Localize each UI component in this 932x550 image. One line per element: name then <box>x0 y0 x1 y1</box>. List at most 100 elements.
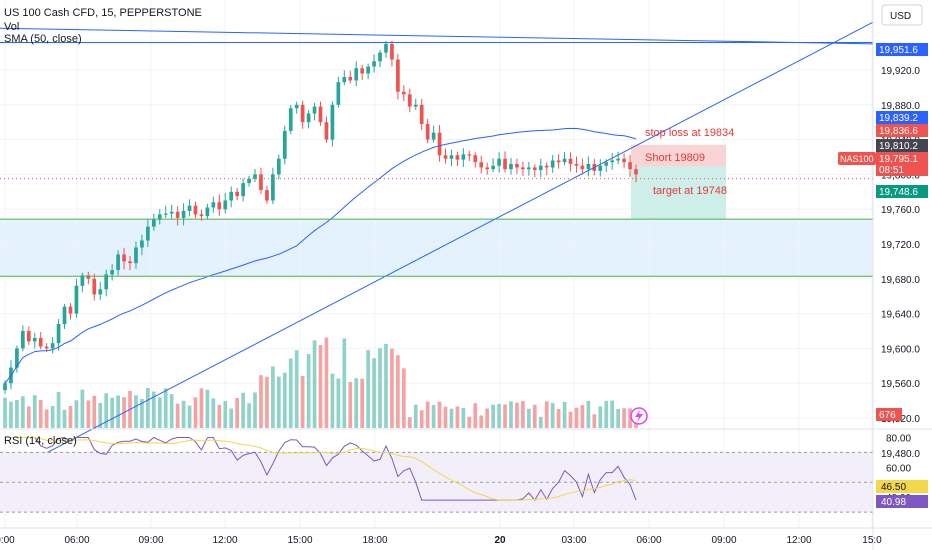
rsi-tick-1: 60.00 <box>886 463 911 474</box>
candle-35 <box>211 202 216 208</box>
candle-31 <box>187 205 192 211</box>
candle-84 <box>503 158 507 170</box>
volume-bar-10 <box>62 409 67 428</box>
candle-65 <box>390 43 394 60</box>
mid-price-badge <box>876 139 928 152</box>
volume-bar-85 <box>509 401 513 428</box>
volume-bar-93 <box>556 409 561 428</box>
candle-50 <box>300 104 305 123</box>
volume-bar-56 <box>336 378 341 428</box>
price-tick-1: 19,880.0 <box>881 101 920 112</box>
candle-81 <box>485 167 490 170</box>
candle-27 <box>163 213 168 215</box>
volume-bar-66 <box>396 355 400 428</box>
candle-45 <box>271 174 275 201</box>
volume-bar-78 <box>467 416 472 428</box>
volume-bar-46 <box>276 376 281 428</box>
candle-93 <box>556 160 561 163</box>
volume-bar-90 <box>538 416 543 428</box>
candle-56 <box>336 82 341 105</box>
candle-6 <box>38 337 43 347</box>
candle-49 <box>294 104 299 109</box>
candle-102 <box>610 160 615 163</box>
candle-67 <box>401 91 406 95</box>
price-tick-4: 19,760.0 <box>881 205 920 216</box>
volume-bar-92 <box>550 402 555 428</box>
symbol-tag-label: NAS100 <box>840 154 874 164</box>
volume-bar-54 <box>324 337 329 428</box>
candle-74 <box>443 155 448 159</box>
candle-9 <box>56 324 61 344</box>
volume-bar-103 <box>616 408 620 428</box>
candle-71 <box>425 123 430 140</box>
candle-62 <box>372 61 376 67</box>
volume-bar-84 <box>503 404 507 428</box>
candle-94 <box>562 158 567 163</box>
volume-bar-75 <box>449 408 454 428</box>
candle-41 <box>247 178 251 184</box>
volume-bar-17 <box>104 393 109 428</box>
candle-32 <box>193 205 198 215</box>
volume-bar-62 <box>372 358 376 428</box>
candle-2 <box>15 348 19 368</box>
volume-bar-97 <box>580 405 585 428</box>
currency-button[interactable] <box>881 4 923 26</box>
last-price-badge <box>876 152 928 176</box>
time-tick-1: 06:00 <box>64 535 89 546</box>
stop-loss-box <box>631 144 726 167</box>
sma-indicator-label: SMA (50, close) <box>4 33 82 45</box>
candle-91 <box>544 165 549 168</box>
volume-bar-12 <box>74 400 79 428</box>
volume-bar-72 <box>431 404 436 428</box>
candle-78 <box>467 154 472 156</box>
rsi-ma-badge <box>876 495 928 508</box>
volume-badge <box>876 408 902 421</box>
candle-103 <box>616 158 620 161</box>
candle-90 <box>538 165 543 171</box>
volume-bar-49 <box>294 350 299 428</box>
volume-bar-23 <box>140 398 144 428</box>
volume-bar-39 <box>235 397 240 428</box>
volume-bar-101 <box>604 400 609 428</box>
price-tick-6: 19,680.0 <box>881 275 920 286</box>
candle-15 <box>92 278 97 295</box>
candle-105 <box>628 162 632 170</box>
support-zone <box>0 219 873 277</box>
candle-88 <box>527 167 531 170</box>
candle-53 <box>318 106 323 123</box>
candle-21 <box>128 261 132 264</box>
volume-bar-102 <box>610 400 615 428</box>
candle-43 <box>259 174 263 191</box>
candle-0 <box>3 383 7 391</box>
volume-bar-1 <box>9 401 13 428</box>
rsi-ma-value: 40.98 <box>881 497 906 508</box>
volume-bar-22 <box>134 395 138 428</box>
candle-58 <box>348 76 353 81</box>
volume-bar-36 <box>217 404 222 428</box>
volume-bar-14 <box>86 400 91 428</box>
rsi-ma-line <box>11 437 637 501</box>
target-annotation: target at 19748 <box>653 185 727 197</box>
volume-bar-5 <box>32 395 37 428</box>
volume-bar-58 <box>348 382 353 428</box>
candle-51 <box>306 113 311 123</box>
volume-bar-11 <box>68 405 73 428</box>
candle-79 <box>473 155 478 163</box>
candle-63 <box>378 52 382 62</box>
volume-bar-13 <box>80 389 85 428</box>
rsi-value: 46.50 <box>881 482 906 493</box>
price-tick-5: 19,720.0 <box>881 240 920 251</box>
volume-value: 676 <box>879 410 896 421</box>
volume-bar-82 <box>491 404 495 428</box>
volume-bar-28 <box>169 394 174 428</box>
candle-100 <box>598 165 603 171</box>
volume-bar-59 <box>354 378 359 428</box>
volume-bar-19 <box>116 395 120 428</box>
candle-61 <box>366 66 370 74</box>
candle-17 <box>104 274 109 290</box>
candle-4 <box>26 331 31 342</box>
candle-57 <box>342 76 347 83</box>
candle-98 <box>586 163 591 170</box>
candle-25 <box>151 219 156 227</box>
